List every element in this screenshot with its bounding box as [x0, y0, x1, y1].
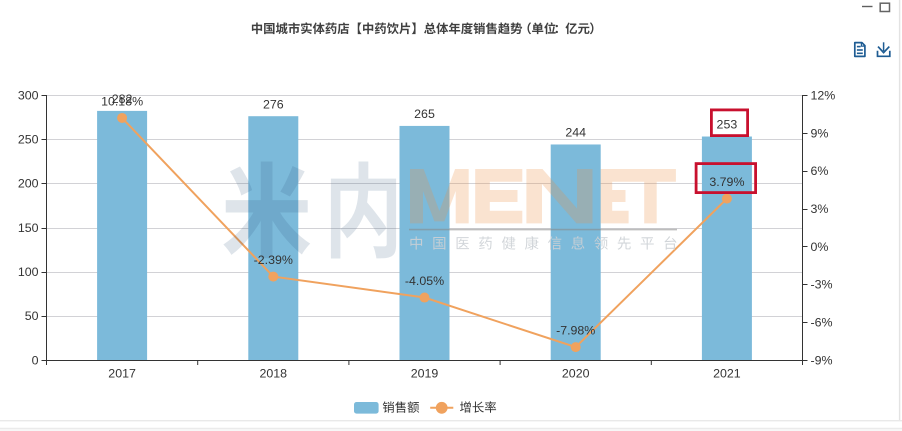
svg-text:6%: 6% [811, 164, 829, 178]
svg-text:-9%: -9% [811, 353, 833, 367]
svg-text:0: 0 [32, 353, 39, 367]
svg-text:3.79%: 3.79% [709, 175, 744, 189]
svg-text:250: 250 [18, 133, 39, 147]
svg-text:50: 50 [25, 309, 39, 323]
svg-text:2020: 2020 [562, 366, 590, 380]
svg-text:-4.05%: -4.05% [405, 274, 444, 288]
svg-text:12%: 12% [811, 88, 836, 102]
svg-text:-2.39%: -2.39% [254, 253, 293, 267]
svg-text:2018: 2018 [260, 366, 288, 380]
svg-text:-7.98%: -7.98% [556, 324, 595, 338]
svg-text:100: 100 [18, 265, 39, 279]
svg-text:0%: 0% [811, 240, 829, 254]
svg-text:10.18%: 10.18% [101, 94, 143, 108]
svg-text:282: 282 [112, 92, 133, 106]
svg-text:200: 200 [18, 177, 39, 191]
svg-text:-3%: -3% [811, 278, 833, 292]
svg-text:276: 276 [263, 97, 284, 111]
svg-text:300: 300 [18, 88, 39, 102]
svg-text:2017: 2017 [108, 366, 136, 380]
svg-text:150: 150 [18, 221, 39, 235]
svg-text:253: 253 [717, 118, 738, 132]
svg-text:3%: 3% [811, 202, 829, 216]
svg-text:2021: 2021 [713, 366, 741, 380]
svg-text:9%: 9% [811, 126, 829, 140]
svg-text:-6%: -6% [811, 316, 833, 330]
svg-text:2019: 2019 [411, 366, 439, 380]
svg-text:265: 265 [414, 107, 435, 121]
svg-text:244: 244 [565, 126, 586, 140]
